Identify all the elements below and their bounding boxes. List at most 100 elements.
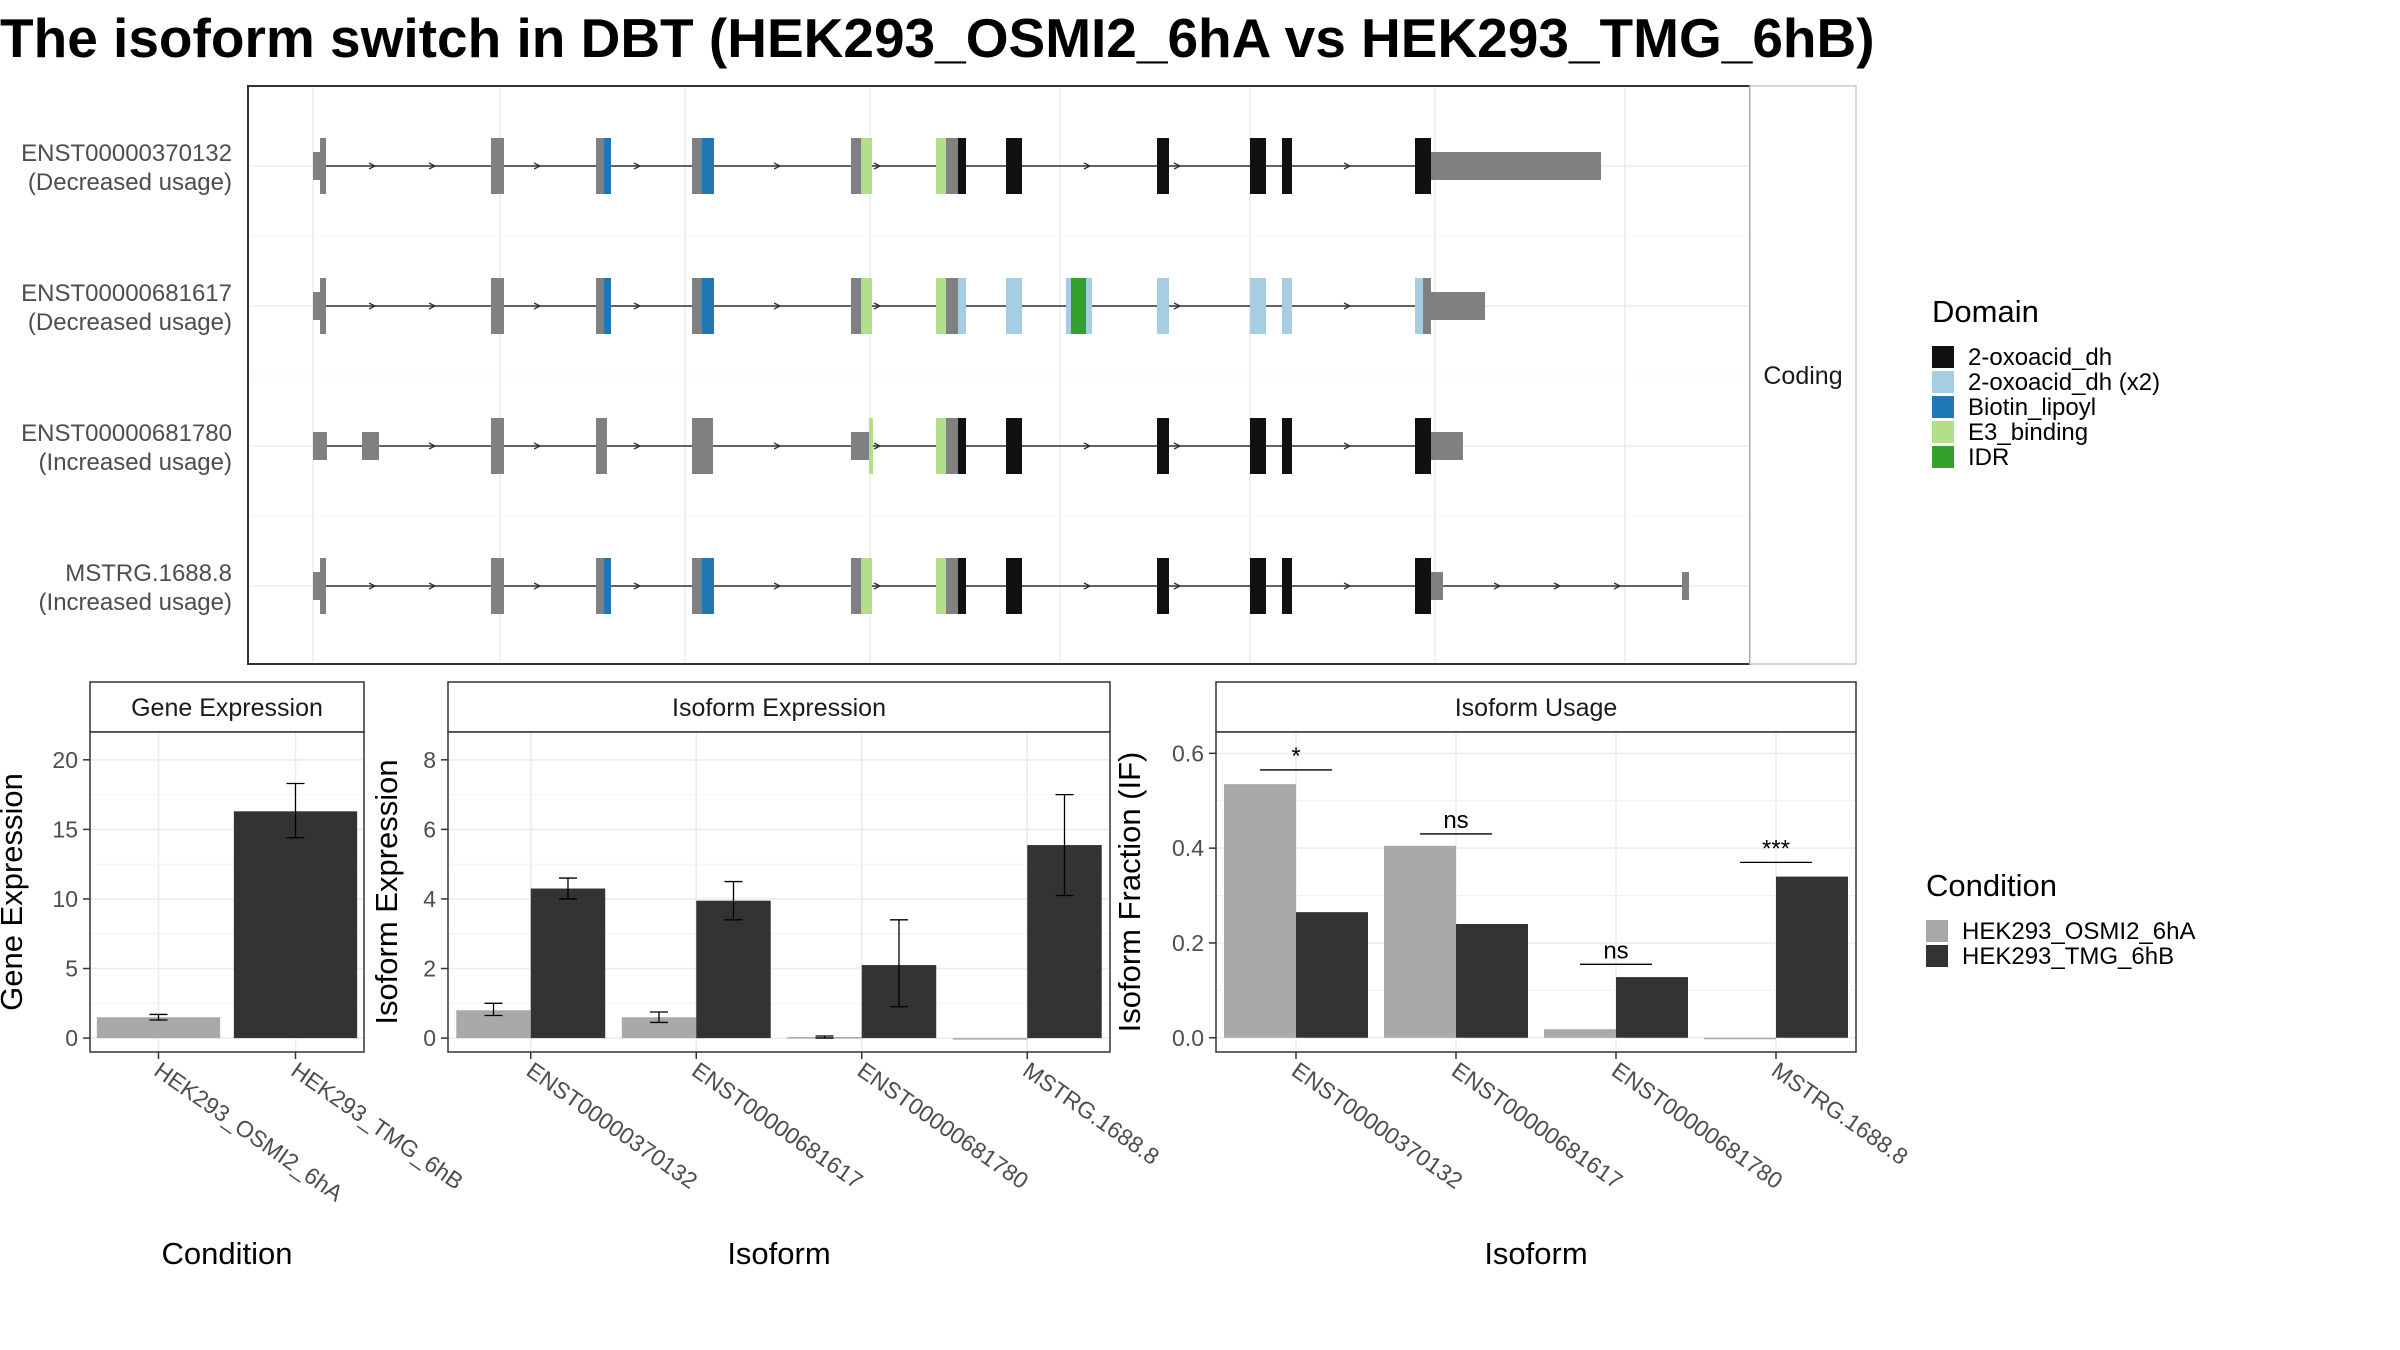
y-tick-label: 0: [423, 1025, 436, 1051]
exon-block: [936, 278, 946, 334]
exon-block: [1415, 418, 1431, 474]
y-tick-label: 0: [65, 1025, 78, 1051]
exon-block: [491, 418, 504, 474]
strand-arrow: [873, 442, 882, 450]
x-tick-label: ENST00000681780: [853, 1057, 1033, 1194]
bar: [621, 1017, 697, 1039]
bar: [696, 900, 771, 1039]
exon-block: [958, 418, 966, 474]
x-axis-title: Isoform: [727, 1236, 830, 1271]
isoform-label-usage: (Increased usage): [39, 449, 232, 476]
bar: [1776, 876, 1848, 1038]
exon-block: [702, 278, 714, 334]
y-tick-label: 5: [65, 956, 78, 982]
isoform-usage-chart: Isoform Usage * ns ns *** 0.0 0.2 0.4 0.6 ENST000…: [1112, 681, 1913, 1271]
bar: [1456, 924, 1528, 1038]
bar: [530, 888, 606, 1039]
strand-arrow: [368, 582, 377, 590]
exon-block: [320, 138, 326, 194]
chart-panel-border: [447, 731, 1111, 1053]
y-tick-label: 2: [423, 956, 436, 982]
strand-arrow: [428, 302, 437, 310]
isoform-label-usage: (Decreased usage): [28, 309, 232, 336]
exon-block: [692, 278, 702, 334]
exon-block: [946, 558, 958, 614]
significance-label: ns: [1603, 937, 1628, 964]
exon-block: [692, 418, 713, 474]
exon-block: [869, 418, 873, 474]
exon-block: [692, 558, 702, 614]
chart-strip: [89, 681, 365, 733]
exon-block: [861, 558, 872, 614]
y-tick-label: 8: [423, 747, 436, 773]
chart-strip: [447, 681, 1111, 733]
bar: [1616, 977, 1688, 1038]
exon-block: [491, 278, 504, 334]
domain-legend-key: [1932, 446, 1954, 468]
exon-block: [1282, 138, 1292, 194]
condition-legend-title: Condition: [1926, 868, 2057, 903]
strand-arrow: [1173, 162, 1182, 170]
chart-strip-title: Isoform Usage: [1455, 694, 1618, 722]
exon-block: [1250, 278, 1266, 334]
exon-block: [692, 138, 702, 194]
chart-strip: [1215, 681, 1857, 733]
exon-block: [596, 138, 604, 194]
exon-block: [313, 292, 320, 320]
exon-block: [1423, 278, 1431, 334]
x-tick-label: MSTRG.1688.8: [1018, 1057, 1164, 1170]
significance-label: ns: [1443, 807, 1468, 834]
x-axis-title: Isoform: [1484, 1236, 1587, 1271]
strand-arrow: [1553, 582, 1562, 590]
exon-block: [1250, 138, 1266, 194]
x-axis-title: Condition: [162, 1236, 293, 1271]
strand-arrow: [1613, 582, 1622, 590]
exon-block: [1282, 418, 1292, 474]
domain-legend-title: Domain: [1932, 294, 2039, 329]
exon-block: [1066, 278, 1071, 334]
bar: [1224, 784, 1296, 1038]
exon-block: [936, 558, 946, 614]
strand-arrow: [533, 442, 542, 450]
x-tick-label: ENST00000681617: [1447, 1057, 1627, 1194]
y-tick-label: 0.0: [1172, 1025, 1204, 1051]
domain-legend-key: [1932, 346, 1954, 368]
exon-block: [1431, 572, 1443, 600]
exon-block: [851, 432, 871, 460]
exon-block: [604, 138, 611, 194]
exon-block: [1431, 292, 1485, 320]
exon-block: [1006, 278, 1022, 334]
strand-arrow: [533, 162, 542, 170]
significance-label: *: [1291, 743, 1300, 770]
exon-block: [946, 278, 958, 334]
exon-block: [1157, 418, 1169, 474]
y-tick-label: 10: [52, 886, 78, 912]
exon-block: [491, 138, 504, 194]
exon-block: [702, 138, 714, 194]
strand-arrow: [773, 162, 782, 170]
chart-strip-title: Gene Expression: [131, 694, 323, 722]
strand-arrow: [428, 442, 437, 450]
exon-block: [1006, 558, 1022, 614]
structure-tracks: [313, 138, 1689, 614]
exon-block: [936, 418, 946, 474]
exon-block: [313, 152, 320, 180]
exon-block: [1006, 418, 1022, 474]
strand-arrow: [1343, 302, 1352, 310]
x-tick-label: ENST00000681617: [687, 1057, 867, 1194]
strand-arrow: [773, 442, 782, 450]
exon-block: [1250, 418, 1266, 474]
y-axis-title: Gene Expression: [0, 773, 29, 1011]
isoform-expression-chart: Isoform Expression02468ENST00000370132EN…: [369, 681, 1164, 1271]
exon-block: [958, 278, 966, 334]
y-tick-label: 15: [52, 816, 78, 842]
strand-arrow: [633, 302, 642, 310]
y-tick-label: 0.6: [1172, 740, 1204, 766]
exon-block: [861, 278, 872, 334]
domain-legend-label: IDR: [1968, 444, 2009, 471]
condition-legend-key: [1926, 920, 1948, 942]
exon-block: [851, 278, 861, 334]
chart-panel-border: [1215, 731, 1857, 1053]
bar: [233, 811, 358, 1039]
